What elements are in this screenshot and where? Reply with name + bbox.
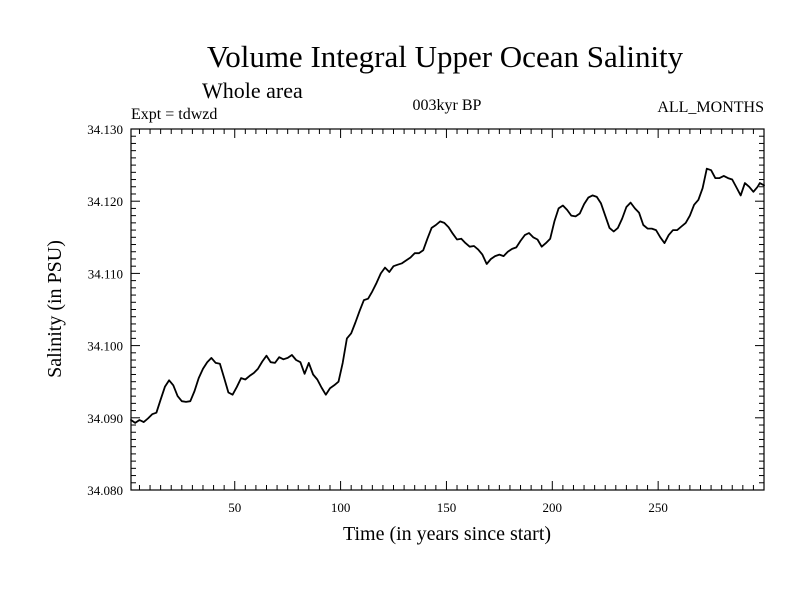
months-label: ALL_MONTHS [657, 99, 764, 116]
y-tick-label: 34.080 [87, 483, 123, 498]
x-axis-label: Time (in years since start) [343, 523, 551, 545]
x-tick-label: 200 [543, 500, 563, 515]
salinity-series-line [130, 167, 765, 424]
x-tick-label: 250 [648, 500, 668, 515]
experiment-label: Expt = tdwzd [131, 106, 217, 123]
tick-labels: 50 100 150 200 250 34.080 34.090 34.100 34.110 34… [87, 122, 668, 515]
y-tick-label: 34.100 [87, 339, 123, 354]
y-tick-label: 34.120 [87, 194, 123, 209]
x-tick-label: 50 [228, 500, 241, 515]
y-axis-label: Salinity (in PSU) [44, 240, 66, 378]
chart-subtitle: Whole area [202, 78, 303, 103]
plot-frame [130, 128, 765, 491]
y-tick-label: 34.130 [87, 122, 123, 137]
x-tick-label: 150 [437, 500, 457, 515]
period-label: 003kyr BP [413, 97, 482, 114]
x-tick-label: 100 [331, 500, 351, 515]
y-tick-label: 34.090 [87, 411, 123, 426]
chart-title: Volume Integral Upper Ocean Salinity [207, 39, 684, 74]
y-tick-label: 34.110 [88, 266, 123, 281]
